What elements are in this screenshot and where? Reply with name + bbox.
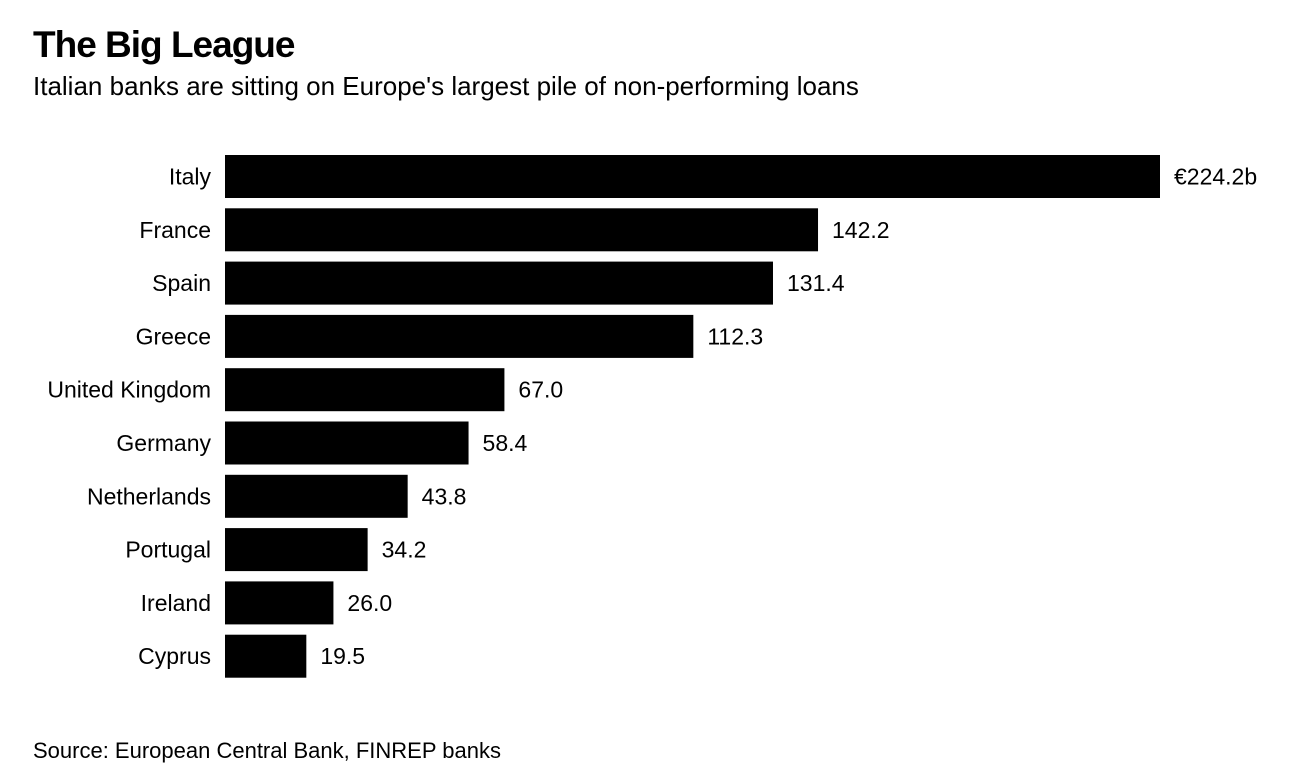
- chart-title: The Big League: [33, 24, 295, 65]
- bar: [225, 261, 773, 305]
- bar: [225, 208, 819, 252]
- value-label: 67.0: [518, 377, 563, 403]
- category-label: Italy: [169, 164, 212, 190]
- value-label: 34.2: [382, 537, 427, 563]
- category-label: Cyprus: [138, 643, 211, 669]
- bar: [225, 421, 469, 465]
- value-label: 43.8: [422, 483, 467, 509]
- value-label: 58.4: [483, 430, 528, 456]
- value-label: 19.5: [320, 643, 365, 669]
- bar: [225, 474, 408, 518]
- bar: [225, 581, 334, 625]
- bar: [225, 155, 1160, 198]
- category-label: Greece: [136, 323, 211, 349]
- bar: [225, 634, 307, 678]
- value-label: 142.2: [832, 217, 890, 243]
- value-label: 131.4: [787, 270, 845, 296]
- bar: [225, 368, 505, 412]
- value-label: 26.0: [347, 590, 392, 616]
- bar: [225, 314, 694, 358]
- chart-subtitle: Italian banks are sitting on Europe's la…: [33, 71, 859, 101]
- bar: [225, 528, 368, 572]
- category-label: United Kingdom: [47, 377, 211, 403]
- category-label: France: [139, 217, 211, 243]
- chart-source: Source: European Central Bank, FINREP ba…: [33, 738, 501, 763]
- category-label: Germany: [116, 430, 211, 456]
- category-label: Spain: [152, 270, 211, 296]
- category-label: Portugal: [125, 537, 211, 563]
- category-label: Ireland: [141, 590, 211, 616]
- category-label: Netherlands: [87, 483, 211, 509]
- value-label: 112.3: [707, 323, 763, 349]
- value-label: €224.2b: [1174, 164, 1257, 190]
